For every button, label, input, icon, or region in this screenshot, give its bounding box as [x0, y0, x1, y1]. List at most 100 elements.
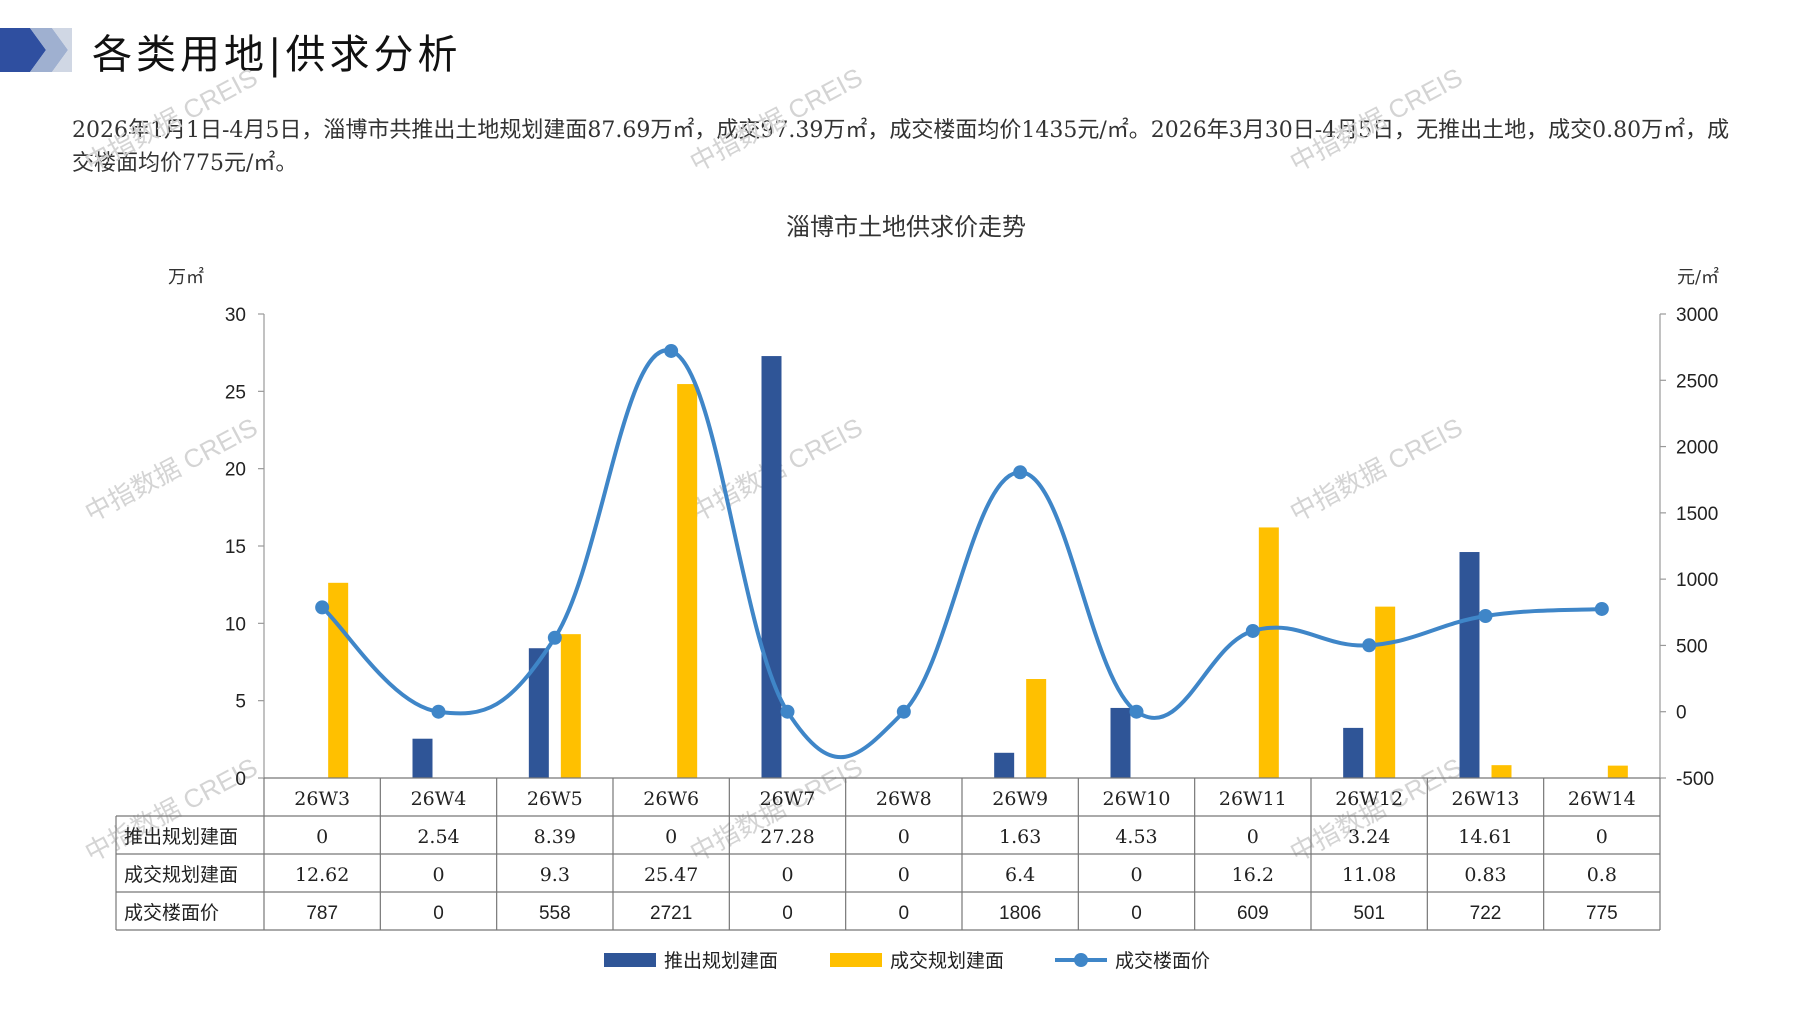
- price-marker: [1245, 623, 1260, 638]
- data-label: 0: [1247, 826, 1259, 848]
- category-label: 26W14: [1568, 788, 1636, 810]
- data-label: 1.63: [999, 826, 1041, 848]
- table-row-header: 成交楼面价: [124, 902, 219, 924]
- bar-deal: [677, 384, 698, 778]
- left-axis-tick-label: 15: [225, 537, 246, 558]
- legend-label: 成交楼面价: [1115, 950, 1210, 972]
- left-axis-tick-label: 20: [225, 460, 246, 481]
- bar-supply: [528, 648, 549, 778]
- data-label: 0: [433, 903, 444, 924]
- category-label: 26W13: [1452, 788, 1520, 810]
- bar-supply: [1343, 727, 1364, 778]
- price-marker: [664, 343, 679, 358]
- price-marker: [1478, 608, 1493, 623]
- bar-deal: [1375, 606, 1396, 778]
- category-label: 26W10: [1103, 788, 1171, 810]
- data-label: 1806: [999, 903, 1041, 924]
- left-axis-unit: 万㎡: [168, 266, 204, 288]
- bar-supply: [412, 738, 433, 778]
- data-label: 0: [1596, 826, 1608, 848]
- data-label: 9.3: [540, 864, 570, 886]
- left-axis-tick-label: 5: [235, 692, 246, 713]
- data-label: 11.08: [1342, 864, 1396, 886]
- data-label: 25.47: [644, 864, 698, 886]
- right-axis-unit: 元/㎡: [1677, 266, 1719, 288]
- bar-supply: [994, 752, 1015, 778]
- summary-text: 2026年1月1日-4月5日，淄博市共推出土地规划建面87.69万㎡，成交97.…: [72, 118, 1730, 176]
- data-label: 3.24: [1348, 826, 1390, 848]
- left-axis-tick-label: 25: [225, 382, 246, 403]
- bar-deal: [560, 634, 581, 778]
- data-label: 0: [898, 864, 910, 886]
- category-label: 26W4: [411, 788, 467, 810]
- data-label: 0: [899, 903, 910, 924]
- price-marker: [1594, 601, 1609, 616]
- data-label: 0: [432, 864, 444, 886]
- brand-logo-icon: [0, 28, 72, 72]
- data-label: 0: [1131, 903, 1142, 924]
- data-label: 12.62: [295, 864, 349, 886]
- price-marker: [1013, 465, 1028, 480]
- price-marker: [431, 704, 446, 719]
- left-axis-tick-label: 30: [225, 305, 246, 326]
- price-marker: [1129, 704, 1144, 719]
- right-axis-tick-label: 1500: [1676, 504, 1718, 525]
- right-axis-tick-label: 0: [1676, 703, 1687, 724]
- legend-label: 推出规划建面: [664, 950, 778, 972]
- data-label: 0: [665, 826, 677, 848]
- legend-swatch-deal: [830, 953, 882, 967]
- price-marker: [780, 704, 795, 719]
- legend-marker-price: [1074, 953, 1088, 967]
- bar-deal: [1026, 679, 1047, 778]
- legend-label: 成交规划建面: [890, 950, 1004, 972]
- table-row-header: 推出规划建面: [124, 826, 238, 848]
- right-axis-tick-label: 2000: [1676, 438, 1718, 459]
- category-label: 26W5: [527, 788, 583, 810]
- data-label: 2.54: [417, 826, 459, 848]
- data-label: 558: [539, 903, 571, 924]
- bar-supply: [761, 356, 782, 778]
- bar-supply: [1110, 707, 1131, 778]
- data-label: 787: [306, 903, 338, 924]
- bar-deal: [1607, 765, 1628, 778]
- right-axis-tick-label: 1000: [1676, 570, 1718, 591]
- data-label: 0: [782, 903, 793, 924]
- data-label: 775: [1586, 903, 1618, 924]
- page-title: 各类用地|供求分析: [92, 32, 462, 78]
- data-label: 16.2: [1232, 864, 1274, 886]
- right-axis-tick-label: 500: [1676, 636, 1708, 657]
- category-label: 26W12: [1335, 788, 1403, 810]
- category-label: 26W8: [876, 788, 932, 810]
- price-marker: [896, 704, 911, 719]
- bar-deal: [1491, 765, 1512, 778]
- chart-title: 淄博市土地供求价走势: [786, 213, 1026, 241]
- data-label: 8.39: [534, 826, 576, 848]
- price-marker: [315, 600, 330, 615]
- data-label: 2721: [650, 903, 692, 924]
- data-label: 0: [898, 826, 910, 848]
- data-label: 0.8: [1587, 864, 1617, 886]
- price-marker: [1362, 638, 1377, 653]
- category-label: 26W11: [1219, 788, 1287, 810]
- right-axis-tick-label: 3000: [1676, 305, 1718, 326]
- data-label: 0: [316, 826, 328, 848]
- right-axis-tick-label: -500: [1676, 769, 1714, 790]
- bar-supply: [1459, 552, 1480, 778]
- right-axis-tick-label: 2500: [1676, 371, 1718, 392]
- category-label: 26W3: [294, 788, 350, 810]
- bar-deal: [328, 582, 349, 778]
- category-label: 26W7: [760, 788, 816, 810]
- category-label: 26W9: [992, 788, 1048, 810]
- data-label: 0: [781, 864, 793, 886]
- left-axis-tick-label: 10: [225, 614, 246, 635]
- data-label: 722: [1470, 903, 1502, 924]
- category-label: 26W6: [643, 788, 699, 810]
- data-label: 14.61: [1458, 826, 1512, 848]
- table-row-header: 成交规划建面: [124, 864, 238, 886]
- data-label: 6.4: [1005, 864, 1035, 886]
- price-line: [320, 348, 1602, 760]
- price-marker: [547, 630, 562, 645]
- data-label: 0: [1130, 864, 1142, 886]
- legend-swatch-supply: [604, 953, 656, 967]
